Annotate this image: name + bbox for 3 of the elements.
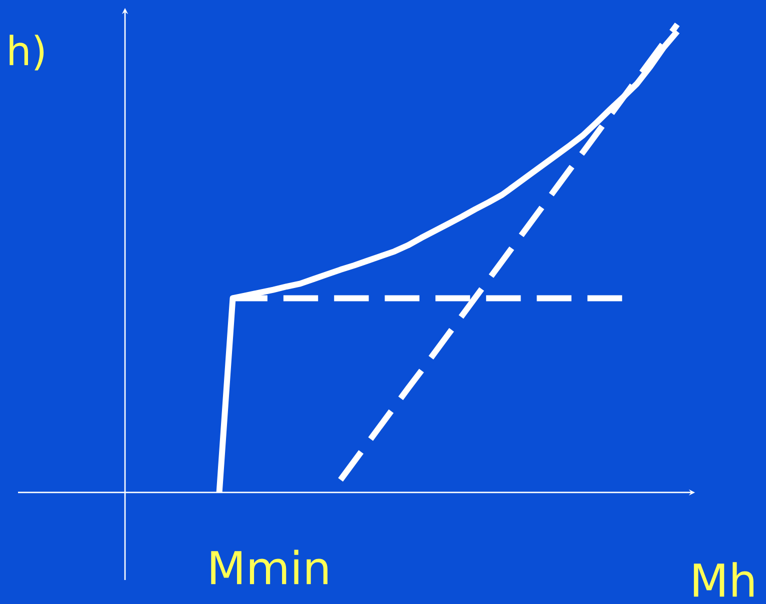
text: Mmin [211,550,328,584]
x-axis-title: Mh [694,562,754,597]
y-axis-title: h) [10,34,44,70]
